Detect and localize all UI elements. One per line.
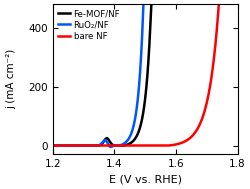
bare NF <box>174 143 177 146</box>
RuO₂/NF <box>174 0 177 2</box>
Fe-MOF/NF <box>124 144 126 146</box>
RuO₂/NF <box>70 144 73 147</box>
RuO₂/NF <box>52 144 54 147</box>
bare NF <box>52 144 54 147</box>
RuO₂/NF <box>142 0 145 2</box>
Y-axis label: j (mA cm⁻²): j (mA cm⁻²) <box>6 49 16 109</box>
Fe-MOF/NF <box>191 0 194 2</box>
Line: RuO₂/NF: RuO₂/NF <box>53 1 231 147</box>
Line: bare NF: bare NF <box>53 1 231 146</box>
Fe-MOF/NF <box>150 0 153 2</box>
RuO₂/NF <box>109 146 112 148</box>
RuO₂/NF <box>124 142 127 144</box>
RuO₂/NF <box>230 0 233 2</box>
bare NF <box>194 131 197 133</box>
RuO₂/NF <box>130 131 133 133</box>
Fe-MOF/NF <box>70 144 73 147</box>
bare NF <box>124 144 126 147</box>
Fe-MOF/NF <box>174 0 177 2</box>
bare NF <box>70 144 73 147</box>
RuO₂/NF <box>194 0 197 2</box>
Fe-MOF/NF <box>130 141 133 144</box>
Fe-MOF/NF <box>230 0 233 2</box>
bare NF <box>218 0 221 2</box>
bare NF <box>190 135 194 137</box>
bare NF <box>130 144 133 147</box>
X-axis label: E (V vs. RHE): E (V vs. RHE) <box>109 175 182 185</box>
Legend: Fe-MOF/NF, RuO₂/NF, bare NF: Fe-MOF/NF, RuO₂/NF, bare NF <box>57 9 121 42</box>
bare NF <box>230 0 233 2</box>
RuO₂/NF <box>191 0 194 2</box>
Fe-MOF/NF <box>52 144 54 147</box>
Fe-MOF/NF <box>194 0 197 2</box>
Line: Fe-MOF/NF: Fe-MOF/NF <box>53 1 231 146</box>
